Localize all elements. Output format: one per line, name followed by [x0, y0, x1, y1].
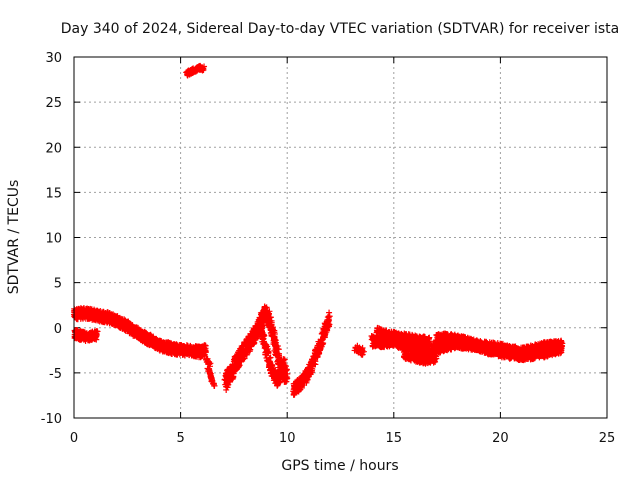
y-tick-label: 30 — [45, 51, 62, 66]
y-tick-label: 5 — [54, 277, 62, 292]
data-point — [326, 309, 333, 316]
data-point — [202, 347, 209, 354]
y-tick-label: -5 — [49, 367, 62, 382]
data-point — [243, 351, 250, 358]
x-tick-label: 0 — [70, 431, 78, 446]
x-tick-label: 10 — [279, 431, 296, 446]
y-tick-label: 15 — [45, 186, 62, 201]
x-tick-label: 5 — [176, 431, 184, 446]
y-tick-label: -10 — [41, 412, 62, 427]
x-tick-label: 15 — [386, 431, 403, 446]
x-tick-label: 25 — [599, 431, 616, 446]
y-tick-label: 20 — [45, 141, 62, 156]
data-point — [93, 329, 100, 336]
data-point — [202, 349, 209, 356]
data-point — [202, 342, 209, 349]
tick-layer: 0 5 10 15 20 25 -10 -5 0 5 10 15 20 25 30 — [41, 51, 616, 446]
x-tick-label: 20 — [492, 431, 509, 446]
chart-title: Day 340 of 2024, Sidereal Day-to-day VTE… — [61, 21, 619, 37]
points-layer — [71, 62, 566, 398]
y-tick-label: 0 — [54, 322, 62, 337]
data-point — [235, 363, 242, 370]
grid-layer — [74, 57, 607, 418]
data-point — [210, 380, 217, 387]
y-tick-label: 10 — [45, 232, 62, 247]
y-tick-label: 25 — [45, 96, 62, 111]
